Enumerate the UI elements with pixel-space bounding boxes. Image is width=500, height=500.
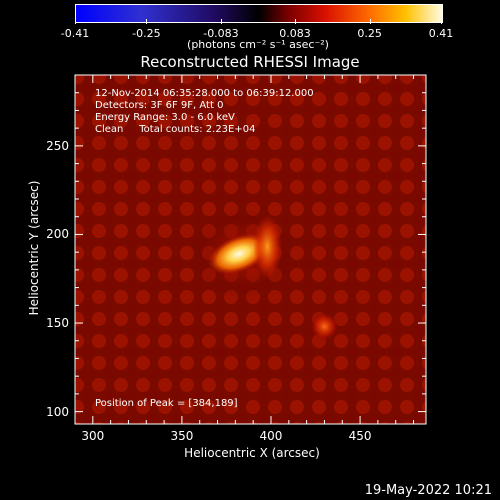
colorbar-tick-label: -0.41	[60, 27, 90, 40]
tick-label: 300	[81, 429, 105, 443]
tick-label: 400	[259, 429, 283, 443]
tick-label: 450	[348, 429, 372, 443]
chart-title: Reconstructed RHESSI Image	[140, 53, 360, 71]
y-axis-label: Heliocentric Y (arcsec)	[27, 180, 41, 316]
emission-source	[253, 214, 282, 279]
tick-label: 150	[46, 316, 69, 331]
energy-range-annotation: Energy Range: 3.0 - 6.0 keV	[95, 112, 235, 123]
colorbar	[75, 4, 443, 23]
peak-position-annotation: Position of Peak = [384,189]	[95, 398, 238, 409]
colorbar-tick-label: 0.083	[279, 27, 311, 40]
x-axis-label: Heliocentric X (arcsec)	[184, 446, 320, 460]
colorbar-tick-label: 0.25	[357, 27, 382, 40]
colorbar-tickmark	[220, 19, 222, 24]
detectors-annotation: Detectors: 3F 6F 9F, Att 0	[95, 100, 224, 111]
colorbar-tick-label: -0.25	[132, 27, 161, 40]
colorbar-tickmark	[146, 19, 148, 24]
colorbar-tickmark	[295, 19, 297, 24]
colorbar-tickmark	[441, 19, 442, 24]
colorbar-tick-label: -0.083	[203, 27, 239, 40]
tick-label: 100	[46, 404, 69, 419]
colorbar-tickmark	[369, 19, 371, 24]
plot-frame	[74, 74, 427, 425]
timestamp: 19-May-2022 10:21	[364, 483, 492, 498]
tick-label: 200	[46, 227, 69, 242]
tick-label: 350	[170, 429, 194, 443]
tick-label: 250	[46, 138, 69, 153]
time-range-annotation: 12-Nov-2014 06:35:28.000 to 06:39:12.000	[95, 88, 314, 99]
colorbar-units-label: (photons cm⁻² s⁻¹ asec⁻²)	[187, 38, 329, 51]
colorbar-tickmark	[75, 19, 76, 24]
emission-source	[310, 312, 339, 341]
colorbar-tick-label: 0.41	[428, 27, 454, 40]
clean-counts-annotation: Clean Total counts: 2.23E+04	[95, 124, 256, 135]
